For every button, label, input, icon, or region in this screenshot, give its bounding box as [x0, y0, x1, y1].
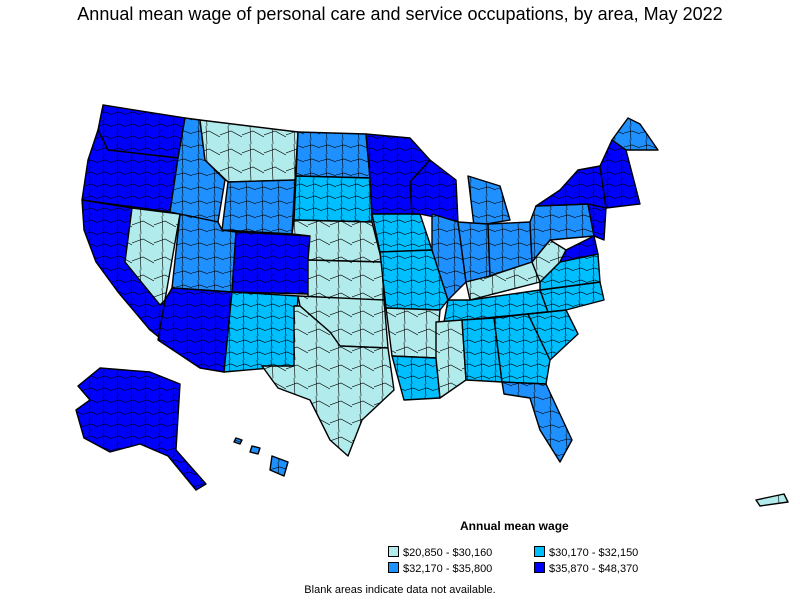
- region-arkansas: [385, 307, 441, 359]
- legend-title: Annual mean wage: [460, 519, 569, 533]
- legend-label-3: $32,170 - $35,800: [403, 563, 493, 575]
- region-new-jersey-maryland: [559, 203, 607, 263]
- legend-swatch-2: [534, 546, 545, 557]
- region-kansas: [307, 259, 385, 301]
- region-hawaii: [233, 437, 289, 477]
- legend-label-1: $20,850 - $30,160: [403, 547, 493, 559]
- legend-swatch-3: [388, 562, 399, 573]
- region-north-dakota: [295, 131, 371, 179]
- legend-item-4: $35,870 - $48,370: [534, 562, 638, 576]
- region-wyoming: [221, 179, 296, 235]
- region-mississippi: [435, 319, 467, 399]
- region-illinois: [431, 213, 467, 301]
- region-florida: [501, 381, 573, 463]
- region-michigan: [467, 175, 511, 227]
- region-new-mexico: [223, 291, 299, 373]
- region-louisiana: [391, 355, 441, 401]
- region-arizona: [157, 287, 233, 373]
- region-missouri: [379, 249, 449, 311]
- legend-item-1: $20,850 - $30,160: [388, 546, 492, 560]
- blank-areas-note: Blank areas indicate data not available.: [304, 584, 496, 596]
- legend-label-4: $35,870 - $48,370: [549, 563, 639, 575]
- region-iowa: [371, 213, 433, 253]
- legend-swatch-4: [534, 562, 545, 573]
- region-maine: [611, 117, 659, 151]
- region-alaska: [75, 367, 207, 491]
- legend-swatch-1: [388, 546, 399, 557]
- region-new-england: [599, 139, 641, 209]
- region-texas: [261, 305, 395, 457]
- legend-item-3: $32,170 - $35,800: [388, 562, 492, 576]
- region-south-dakota: [293, 175, 373, 223]
- legend-label-2: $30,170 - $32,150: [549, 547, 639, 559]
- legend-item-2: $30,170 - $32,150: [534, 546, 638, 560]
- region-puerto-rico: [755, 493, 789, 507]
- map-title: Annual mean wage of personal care and se…: [77, 4, 723, 24]
- region-colorado: [231, 231, 311, 295]
- region-new-york: [535, 165, 607, 209]
